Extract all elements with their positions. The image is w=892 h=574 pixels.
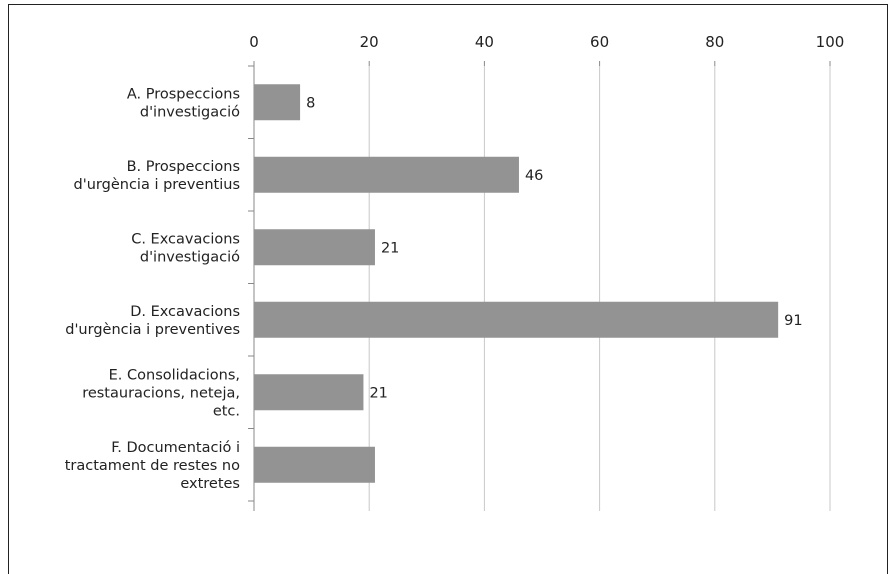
category-label-line: d'investigació [140, 249, 240, 265]
category-label-line: F. Documentació i [111, 440, 240, 456]
data-label: 21 [369, 385, 387, 401]
x-tick-label: 80 [705, 33, 724, 51]
bar [254, 301, 779, 338]
x-tick-label: 40 [475, 33, 494, 51]
category-label: D. Excavacions d'urgència i preventives [65, 304, 240, 338]
category-label-line: etc. [213, 403, 240, 419]
category-label-line: C. Excavacions [131, 231, 240, 247]
bar [254, 84, 301, 121]
x-tick-label: 20 [360, 33, 379, 51]
category-label-line: B. Prospeccions [127, 159, 240, 175]
data-label: 91 [784, 313, 802, 329]
category-label-line: d'urgència i preventives [65, 322, 240, 338]
x-tick-label: 100 [816, 33, 845, 51]
bar [254, 446, 375, 483]
category-label-line: E. Consolidacions, [109, 367, 240, 383]
data-label: 8 [306, 95, 315, 111]
category-label-line: restauracions, neteja, [82, 385, 240, 401]
category-label: E. Consolidacions, restauracions, neteja,… [82, 367, 240, 419]
category-label-line: tractament de restes no [65, 458, 240, 474]
category-label: B. Prospeccions d'urgència i preventius [74, 159, 240, 193]
category-label: F. Documentació i tractament de restes no… [65, 440, 240, 492]
category-label-line: extretes [180, 476, 240, 492]
category-label-line: d'investigació [140, 104, 240, 120]
bar-chart: 0 20 40 60 80 100 8 A. Prospeccions d'investigac… [65, 33, 845, 511]
category-label-line: A. Prospeccions [127, 86, 240, 102]
category-label: A. Prospeccions d'investigació [127, 86, 240, 120]
chart-frame [8, 4, 888, 574]
category-label-line: d'urgència i preventius [74, 177, 240, 193]
category-label: C. Excavacions d'investigació [131, 231, 240, 265]
x-tick-label: 60 [590, 33, 609, 51]
data-label: 21 [381, 240, 399, 256]
x-tick-label: 0 [249, 33, 259, 51]
data-label: 46 [525, 168, 543, 184]
bar [254, 156, 519, 193]
category-label-line: D. Excavacions [130, 304, 240, 320]
bar [254, 374, 364, 411]
bar [254, 229, 375, 266]
